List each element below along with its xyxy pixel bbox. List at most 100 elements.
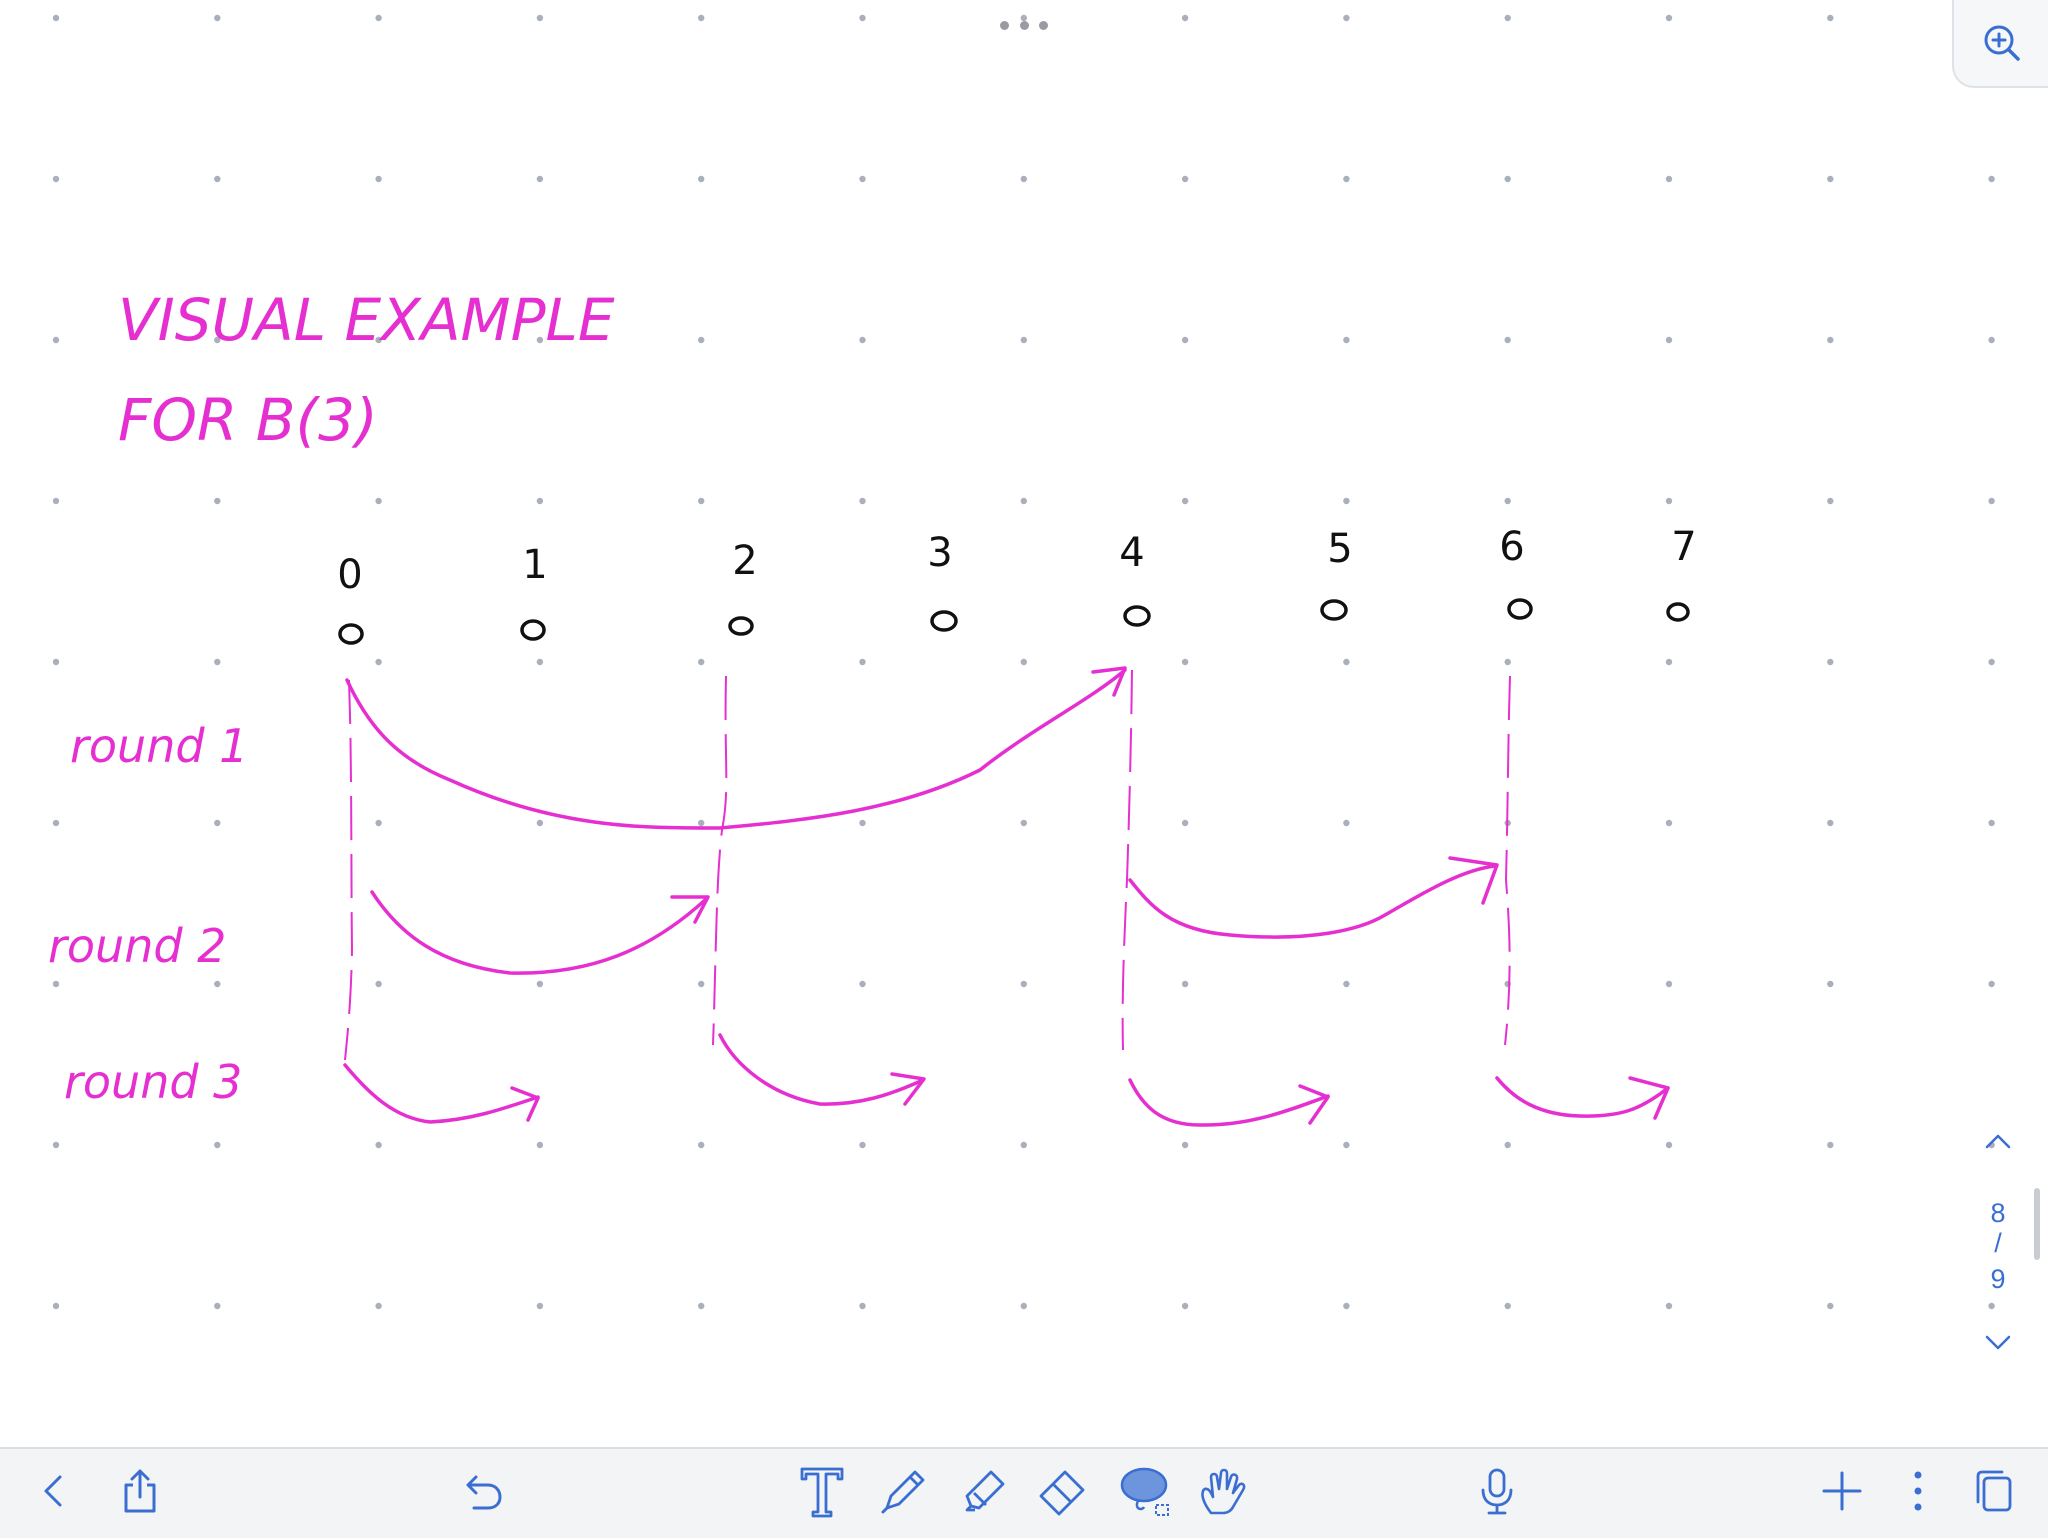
note-title-line1: VISUAL EXAMPLE — [118, 286, 615, 354]
grid-dot — [1665, 14, 1673, 22]
grid-dot — [1020, 336, 1027, 344]
grid-dot — [859, 980, 866, 988]
grid-dot — [1504, 14, 1511, 22]
grid-dot — [214, 1302, 221, 1310]
round2-arrow — [370, 890, 707, 975]
grid-dot — [536, 336, 544, 344]
grid-dot — [698, 14, 705, 22]
pages-button[interactable] — [1962, 1459, 2026, 1523]
grid-dot — [536, 1141, 544, 1149]
pages-icon — [1976, 1470, 2012, 1512]
grid-dot — [1020, 14, 1027, 22]
grid-dot — [1343, 658, 1350, 666]
grid-dot — [1827, 175, 1834, 183]
more-icon — [1914, 1471, 1922, 1511]
grid-dot — [375, 336, 382, 344]
undo-button[interactable] — [450, 1459, 514, 1523]
grid-dot — [1665, 1302, 1673, 1310]
grid-dot — [536, 658, 544, 666]
grid-dot — [1020, 1302, 1027, 1310]
lasso-tool[interactable] — [1112, 1459, 1176, 1523]
bottom-toolbar — [0, 1447, 2048, 1538]
chevron-up-icon — [1985, 1134, 2011, 1149]
hand-tool[interactable] — [1190, 1459, 1254, 1523]
grid-dot — [698, 175, 705, 183]
back-icon — [44, 1475, 62, 1507]
eraser-tool[interactable] — [1030, 1459, 1094, 1523]
grid-dot — [1665, 497, 1673, 505]
index-label: 2 — [732, 538, 757, 584]
share-button[interactable] — [108, 1459, 172, 1523]
grid-dot — [698, 980, 705, 988]
dot-grid — [52, 14, 1995, 1310]
handwriting-layer: VISUAL EXAMPLE FOR B(3) 0 1 2 3 4 5 6 7 … — [48, 14, 1995, 1310]
grid-dot — [1343, 1141, 1350, 1149]
grid-dot — [1020, 497, 1027, 505]
grid-dot — [1827, 336, 1834, 344]
drag-handle[interactable] — [1000, 18, 1048, 32]
grid-dot — [1827, 14, 1834, 22]
grid-dot — [375, 175, 382, 183]
text-tool[interactable] — [790, 1459, 854, 1523]
grid-dot — [1020, 175, 1027, 183]
grid-dot — [214, 819, 221, 827]
grid-dot — [1988, 497, 1995, 505]
round-label-1: round 1 — [70, 719, 248, 773]
grid-dot — [1665, 658, 1673, 666]
grid-dot — [52, 14, 60, 22]
grid-dot — [1181, 1141, 1189, 1149]
grid-dot — [536, 175, 544, 183]
grid-dot — [536, 980, 544, 988]
previous-page-button[interactable] — [1978, 1124, 2018, 1158]
node-circle — [930, 610, 958, 632]
note-canvas[interactable]: VISUAL EXAMPLE FOR B(3) 0 1 2 3 4 5 6 7 … — [0, 0, 2048, 1447]
back-button[interactable] — [22, 1459, 86, 1523]
round3-arrow — [718, 1033, 925, 1106]
grid-dot — [1827, 658, 1834, 666]
zoom-button[interactable] — [1952, 0, 2048, 88]
grid-dot — [52, 497, 60, 505]
node-circle — [338, 623, 364, 645]
guide-line — [1504, 675, 1511, 1046]
arrowhead — [1628, 1076, 1670, 1120]
grid-dot — [52, 819, 60, 827]
round1-arrow — [345, 668, 1127, 830]
grid-dot — [1827, 980, 1834, 988]
current-page-number: 8 — [1990, 1198, 2006, 1228]
grid-dot — [52, 336, 60, 344]
arrowhead — [670, 895, 710, 924]
grid-dot — [375, 980, 382, 988]
grid-dot — [52, 980, 60, 988]
grid-dot — [1343, 980, 1350, 988]
grid-dot — [1665, 980, 1673, 988]
guide-line — [712, 675, 728, 1046]
grid-dot — [214, 175, 221, 183]
add-button[interactable] — [1810, 1459, 1874, 1523]
grid-dot — [536, 1302, 544, 1310]
next-page-button[interactable] — [1978, 1326, 2018, 1360]
grid-dot — [1020, 658, 1027, 666]
microphone-button[interactable] — [1465, 1459, 1529, 1523]
highlighter-tool[interactable] — [952, 1459, 1016, 1523]
grid-dot — [1020, 819, 1027, 827]
grid-dot — [698, 658, 705, 666]
more-button[interactable] — [1886, 1459, 1950, 1523]
grid-dot — [1504, 175, 1511, 183]
pen-icon — [881, 1470, 925, 1514]
grid-dot — [859, 1141, 866, 1149]
grid-dot — [1827, 1302, 1834, 1310]
page-scrollbar[interactable] — [2034, 1188, 2040, 1260]
total-pages-number: 9 — [1990, 1264, 2006, 1294]
grid-dot — [1020, 980, 1027, 988]
pen-tool[interactable] — [872, 1459, 936, 1523]
index-label: 3 — [927, 530, 952, 576]
grid-dot — [375, 14, 382, 22]
grid-dot — [1504, 336, 1511, 344]
grid-dot — [1504, 658, 1511, 666]
grid-dot — [1988, 175, 1995, 183]
note-title-line2: FOR B(3) — [118, 386, 378, 454]
grid-dot — [1827, 819, 1834, 827]
arrowhead — [890, 1072, 926, 1106]
grid-dot — [1181, 175, 1189, 183]
grid-dot — [1181, 819, 1189, 827]
